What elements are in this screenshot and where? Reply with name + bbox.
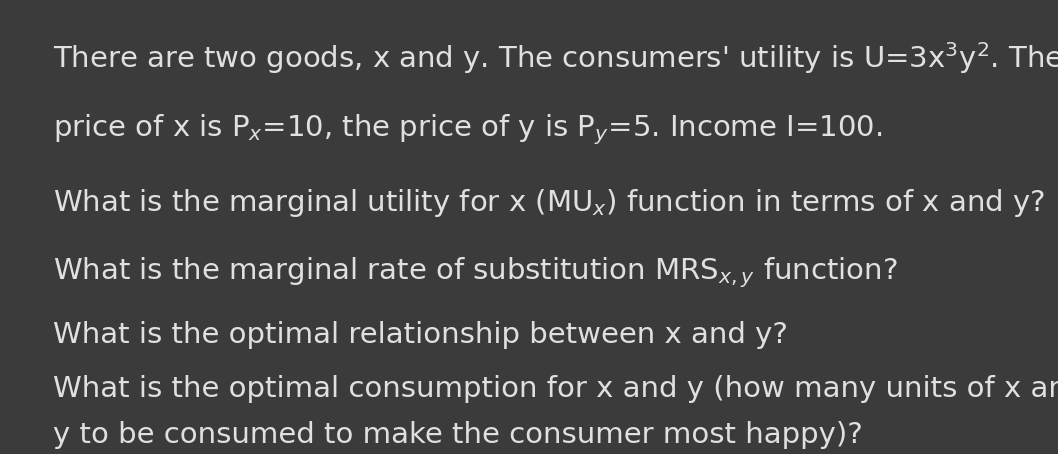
Text: What is the marginal rate of substitution MRS$_{x,y}$ function?: What is the marginal rate of substitutio…	[53, 256, 897, 290]
Text: What is the optimal relationship between x and y?: What is the optimal relationship between…	[53, 321, 788, 349]
Text: y to be consumed to make the consumer most happy)?: y to be consumed to make the consumer mo…	[53, 421, 862, 449]
Text: price of x is P$_{x}$=10, the price of y is P$_{y}$=5. Income I=100.: price of x is P$_{x}$=10, the price of y…	[53, 113, 882, 147]
Text: There are two goods, x and y. The consumers' utility is U=3x$^{3}$y$^{2}$. The: There are two goods, x and y. The consum…	[53, 40, 1058, 76]
Text: What is the optimal consumption for x and y (how many units of x and: What is the optimal consumption for x an…	[53, 375, 1058, 403]
Text: What is the marginal utility for x (MU$_{x}$) function in terms of x and y?: What is the marginal utility for x (MU$_…	[53, 187, 1045, 219]
